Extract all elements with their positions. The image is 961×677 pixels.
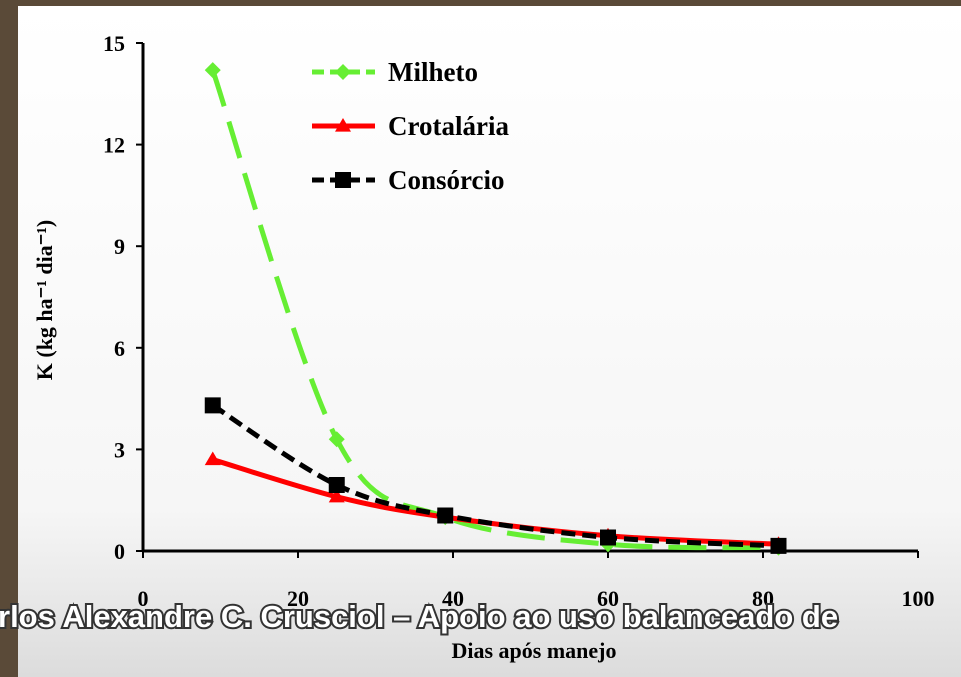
data-point: [437, 507, 454, 524]
chart: K (kg ha⁻¹ dia⁻¹) Dias após manejo 0 3 6 9 1…: [32, 31, 935, 663]
y-tick-label: 6: [114, 336, 125, 361]
footer-text: rlos Alexandre C. Crusciol – Apoio ao us…: [0, 599, 838, 634]
data-point: [328, 476, 345, 493]
y-tick-label: 3: [114, 437, 125, 462]
x-tick-label: 20: [287, 586, 309, 611]
x-axis-title: Dias após manejo: [451, 638, 616, 663]
x-tick-label: 60: [597, 586, 619, 611]
y-tick-label: 0: [114, 539, 125, 564]
legend-label: Milheto: [388, 57, 478, 87]
x-tick-label: 0: [138, 586, 149, 611]
series-line: [211, 403, 779, 549]
data-point: [770, 537, 787, 554]
legend-marker: [335, 64, 351, 80]
data-point: [328, 488, 345, 503]
legend-label: Consórcio: [388, 165, 505, 195]
data-point: [204, 397, 221, 414]
legend-marker: [335, 172, 351, 188]
legend-marker: [335, 118, 351, 132]
y-tick-label: 12: [103, 133, 125, 158]
y-tick-label: 15: [103, 31, 125, 56]
y-axis-title: K (kg ha⁻¹ dia⁻¹): [32, 220, 57, 381]
data-point: [204, 62, 221, 79]
data-point: [328, 431, 345, 448]
data-point: [600, 529, 616, 546]
x-tick-label: 40: [442, 586, 464, 611]
x-tick-label: 100: [902, 586, 935, 611]
x-tick-label: 80: [752, 586, 774, 611]
y-tick-label: 9: [114, 234, 125, 259]
legend-label: Crotalária: [388, 111, 509, 141]
chart-panel: [18, 6, 961, 677]
data-point: [204, 451, 221, 466]
